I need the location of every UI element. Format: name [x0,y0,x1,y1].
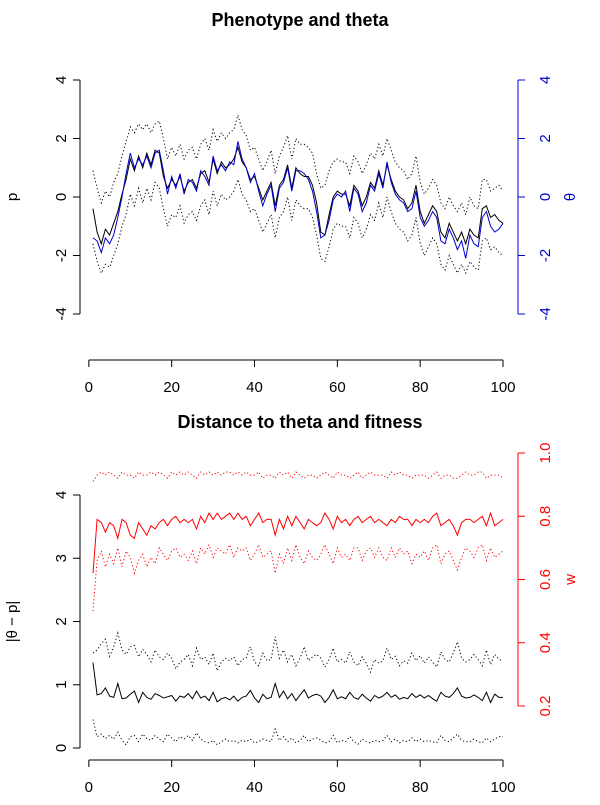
y-axis-label-left: |θ − p| [4,601,21,643]
y-tick-label-left: 3 [53,554,70,562]
series-line-dist_upper [92,630,504,674]
y-tick-label-left: 4 [53,491,70,499]
series-line-theta [92,141,504,259]
y-axis-label-right: w [562,574,579,586]
y-tick-label-left: 1 [53,681,70,689]
series-line-dist_lower [92,719,503,746]
series-line-p_upper [92,113,504,217]
x-tick-label: 60 [329,379,346,396]
y-tick-label-left: 2 [53,617,70,625]
y-tick-label-right: -2 [537,249,554,262]
x-tick-label: 80 [412,779,429,796]
y-tick-label-right: 0.2 [537,696,554,717]
y-tick-label-left: 4 [53,76,70,84]
x-tick-label: 0 [85,379,93,396]
x-tick-label: 0 [85,779,93,796]
x-tick-label: 40 [246,379,263,396]
series-line-w_mean [92,511,504,574]
chart-panel-2: Distance to theta and fitness 0 1 2 3 4 |θ − p… [4,412,579,796]
series-line-p_lower [92,177,504,275]
y-tick-label-right: 4 [537,76,554,84]
x-tick-label: 60 [329,779,346,796]
x-tick-label: 100 [490,779,515,796]
chart-title: Phenotype and theta [211,10,389,30]
chart-title: Distance to theta and fitness [177,412,422,432]
y-tick-label-right: 0 [537,193,554,201]
x-tick-label: 20 [163,779,180,796]
x-tick-label: 20 [163,379,180,396]
y-tick-label-right: 2 [537,134,554,142]
y-tick-label-right: 0.6 [537,569,554,590]
y-tick-label-left: 2 [53,134,70,142]
y-tick-label-left: -4 [53,307,70,320]
x-tick-label: 80 [412,379,429,396]
y-tick-label-right: -4 [537,307,554,320]
y-tick-label-right: 1.0 [537,443,554,464]
x-tick-label: 100 [490,379,515,396]
y-axis-label-left: p [4,193,21,201]
x-tick-label: 40 [246,779,263,796]
y-tick-label-right: 0.4 [537,632,554,653]
y-tick-label-left: 0 [53,744,70,752]
y-tick-label-left: -2 [53,249,70,262]
y-axis-label-right: θ [562,193,579,201]
series-line-dist_mean [92,662,503,704]
series-line-w_upper [92,471,504,482]
y-tick-label-right: 0.8 [537,506,554,527]
y-tick-label-left: 0 [53,193,70,201]
